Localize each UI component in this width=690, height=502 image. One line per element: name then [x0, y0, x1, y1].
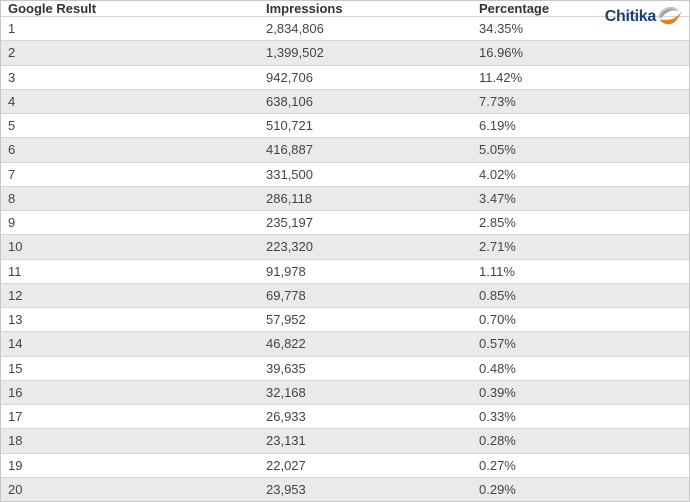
table-row: 6 416,887 5.05%: [1, 137, 689, 162]
percentage-cell: 2.85%: [479, 215, 516, 231]
google-result-cell: 4: [8, 93, 16, 109]
percentage-cell: 0.48%: [479, 360, 516, 376]
impressions-cell: 235,197: [266, 215, 313, 231]
percentage-cell: 0.33%: [479, 409, 516, 425]
chitika-logo-text: Chitika: [604, 8, 657, 25]
table-row: 7 331,500 4.02%: [1, 162, 689, 187]
impressions-cell: 638,106: [266, 93, 313, 109]
table-row: 4 638,106 7.73%: [1, 89, 689, 114]
percentage-cell: 5.05%: [479, 142, 516, 158]
column-header-google-result: Google Result: [8, 1, 97, 16]
impressions-cell: 26,933: [266, 409, 306, 425]
impressions-cell: 23,953: [266, 481, 306, 497]
impressions-cell: 69,778: [266, 287, 306, 303]
table-row: 1 2,834,806 34.35%: [1, 16, 689, 41]
google-result-cell: 8: [8, 190, 16, 206]
chitika-logo: Chitika: [605, 4, 683, 30]
google-result-cell: 14: [8, 336, 23, 352]
table-row: 2 1,399,502 16.96%: [1, 40, 689, 65]
table-row: 15 39,635 0.48%: [1, 356, 689, 381]
google-result-cell: 9: [8, 215, 16, 231]
impressions-cell: 510,721: [266, 118, 313, 134]
impressions-cell: 91,978: [266, 263, 306, 279]
google-result-cell: 11: [8, 263, 22, 279]
google-result-cell: 13: [8, 312, 23, 328]
google-result-cell: 6: [8, 142, 16, 158]
google-result-cell: 18: [8, 433, 23, 449]
table-row: 12 69,778 0.85%: [1, 283, 689, 308]
impressions-cell: 942,706: [266, 69, 313, 85]
impressions-cell: 46,822: [266, 336, 306, 352]
table-row: 14 46,822 0.57%: [1, 331, 689, 356]
google-result-cell: 15: [8, 360, 23, 376]
impressions-cell: 286,118: [266, 190, 313, 206]
impressions-cell: 223,320: [266, 239, 313, 255]
google-result-cell: 12: [8, 287, 23, 303]
table-row: 5 510,721 6.19%: [1, 113, 689, 138]
table-row: 16 32,168 0.39%: [1, 380, 689, 405]
table-row: 19 22,027 0.27%: [1, 453, 689, 478]
percentage-cell: 0.28%: [479, 433, 516, 449]
impressions-cell: 32,168: [266, 384, 306, 400]
percentage-cell: 1.11%: [479, 263, 515, 279]
impressions-cell: 1,399,502: [266, 45, 324, 61]
percentage-cell: 0.29%: [479, 481, 516, 497]
percentage-cell: 34.35%: [479, 21, 524, 37]
table-row: 17 26,933 0.33%: [1, 404, 689, 429]
column-header-impressions: Impressions: [266, 1, 343, 16]
percentage-cell: 16.96%: [479, 45, 524, 61]
table-row: 9 235,197 2.85%: [1, 210, 689, 235]
table-row: 8 286,118 3.47%: [1, 186, 689, 211]
google-result-cell: 16: [8, 384, 23, 400]
percentage-cell: 11.42%: [479, 69, 523, 85]
google-result-cell: 5: [8, 118, 16, 134]
impressions-cell: 23,131: [266, 433, 306, 449]
chitika-swoosh-icon: [658, 6, 682, 25]
impressions-cell: 57,952: [266, 312, 306, 328]
google-result-cell: 20: [8, 481, 23, 497]
google-result-cell: 10: [8, 239, 23, 255]
impressions-cell: 331,500: [266, 166, 313, 182]
percentage-cell: 0.85%: [479, 287, 516, 303]
percentage-cell: 4.02%: [479, 166, 516, 182]
percentage-cell: 3.47%: [479, 190, 516, 206]
percentage-cell: 0.27%: [479, 457, 516, 473]
google-result-cell: 3: [8, 69, 16, 85]
google-result-cell: 2: [8, 45, 16, 61]
percentage-cell: 0.39%: [479, 384, 516, 400]
impressions-cell: 2,834,806: [266, 21, 324, 37]
google-result-cell: 19: [8, 457, 23, 473]
percentage-cell: 0.57%: [479, 336, 516, 352]
table-row: 20 23,953 0.29%: [1, 477, 689, 501]
header-row: Google Result Impressions Percentage: [1, 1, 689, 17]
percentage-cell: 2.71%: [479, 239, 516, 255]
impressions-cell: 22,027: [266, 457, 306, 473]
table-row: 11 91,978 1.11%: [1, 259, 689, 284]
table-row: 13 57,952 0.70%: [1, 307, 689, 332]
google-result-cell: 17: [8, 409, 23, 425]
google-result-cell: 7: [8, 166, 16, 182]
table-row: 10 223,320 2.71%: [1, 234, 689, 259]
percentage-cell: 6.19%: [479, 118, 516, 134]
percentage-cell: 7.73%: [479, 93, 516, 109]
impressions-cell: 39,635: [266, 360, 306, 376]
table-row: 3 942,706 11.42%: [1, 65, 689, 90]
percentage-cell: 0.70%: [479, 312, 516, 328]
column-header-percentage: Percentage: [479, 1, 550, 16]
google-result-cell: 1: [8, 21, 16, 37]
table-row: 18 23,131 0.28%: [1, 428, 689, 453]
impressions-cell: 416,887: [266, 142, 313, 158]
